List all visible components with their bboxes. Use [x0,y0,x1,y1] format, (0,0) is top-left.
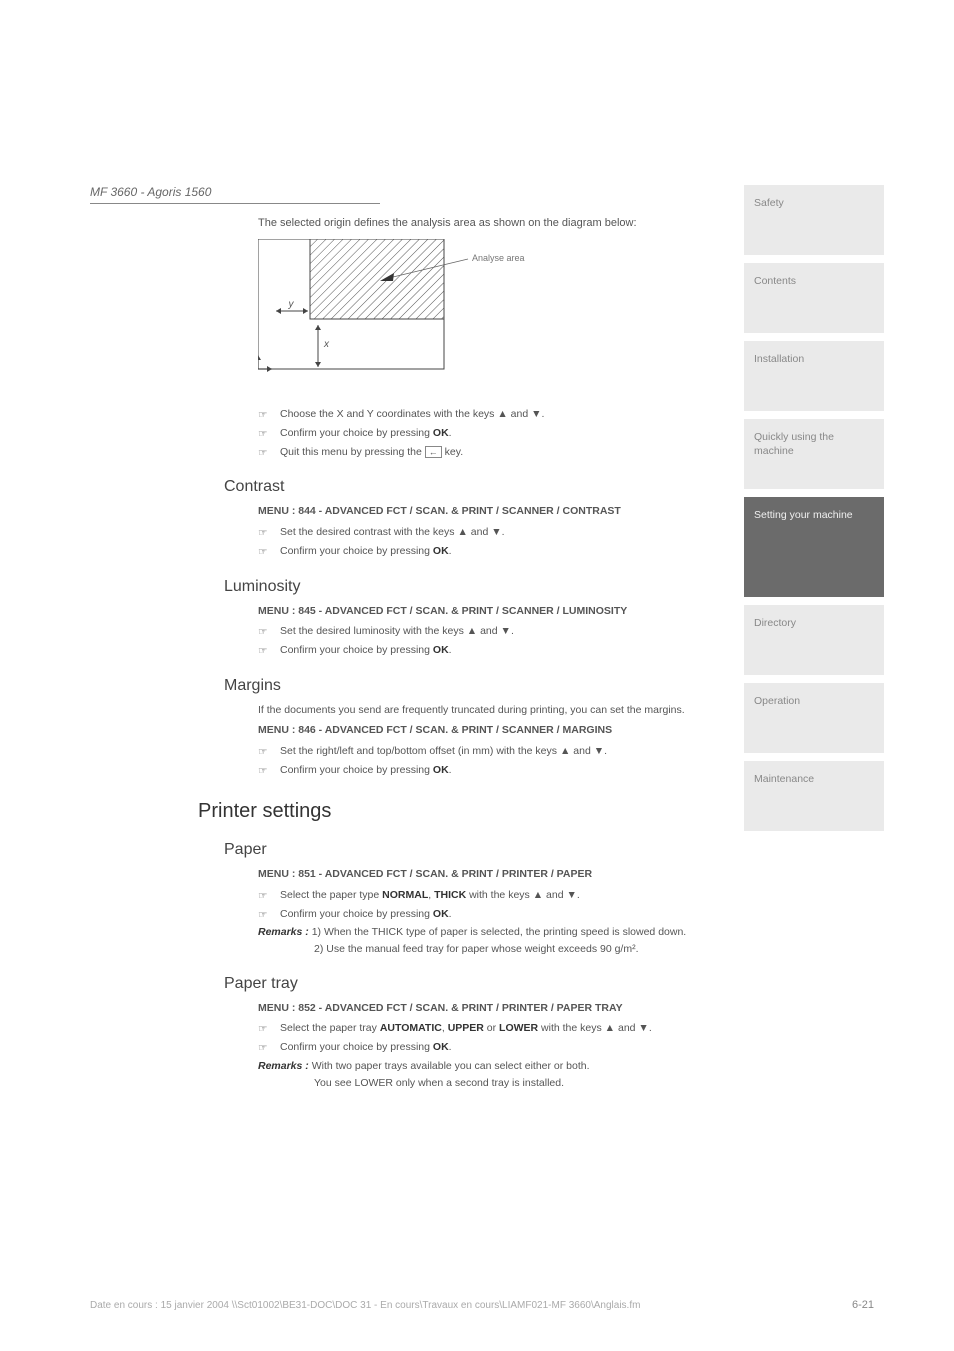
tray-note-2: You see LOWER only when a second tray is… [314,1076,740,1091]
sidebar-item-contents[interactable]: Contents [744,263,884,333]
hand-icon: ☞ [258,644,272,659]
intro-text: The selected origin defines the analysis… [258,216,740,231]
down-arrow-icon: ▼ [566,889,576,901]
step-row: ☞ Choose the X and Y coordinates with th… [258,407,740,423]
up-arrow-icon: ▲ [533,889,543,901]
step-row: ☞ Confirm your choice by pressing OK. [258,426,740,442]
hand-icon: ☞ [258,745,272,760]
up-arrow-icon: ▲ [497,407,507,422]
hand-icon: ☞ [258,1041,272,1056]
hand-icon: ☞ [258,889,272,904]
margins-intro: If the documents you send are frequently… [258,703,740,718]
sidebar-item-installation[interactable]: Installation [744,341,884,411]
paper-menu-code: MENU : 851 - ADVANCED FCT / SCAN. & PRIN… [258,867,740,882]
hand-icon: ☞ [258,408,272,423]
down-arrow-icon: ▼ [594,745,604,757]
page-content: MF 3660 - Agoris 1560 The selected origi… [90,185,740,1090]
paper-note-2: 2) Use the manual feed tray for paper wh… [314,942,740,957]
paper-tray-heading: Paper tray [224,975,740,993]
hand-icon: ☞ [258,1022,272,1037]
svg-text:y: y [288,299,295,310]
up-arrow-icon: ▲ [605,1022,615,1034]
sidebar-item-directory[interactable]: Directory [744,605,884,675]
origin-steps: ☞ Choose the X and Y coordinates with th… [258,407,740,460]
down-arrow-icon: ▼ [491,526,501,538]
footer-path: Date en cours : 15 janvier 2004 \\Sct010… [90,1300,640,1311]
hand-icon: ☞ [258,446,272,461]
up-arrow-icon: ▲ [560,745,570,757]
sidebar-item-maintenance[interactable]: Maintenance [744,761,884,831]
down-arrow-icon: ▼ [531,407,541,422]
remarks-label: Remarks : With two paper trays available… [258,1059,740,1074]
printer-settings-heading: Printer settings [198,800,740,823]
down-arrow-icon: ▼ [638,1022,648,1034]
origin-diagram: y x Analyse area [258,239,740,389]
hand-icon: ☞ [258,427,272,442]
hand-icon: ☞ [258,625,272,640]
page-number: 6-21 [852,1299,874,1311]
step-row: ☞ Quit this menu by pressing the ← key. [258,445,740,461]
svg-text:x: x [323,339,330,350]
chapter-tabs: Safety Contents Installation Quickly usi… [744,185,884,839]
down-arrow-icon: ▼ [501,625,511,637]
contrast-heading: Contrast [224,478,740,496]
remarks-label: Remarks : 1) When the THICK type of pape… [258,925,740,940]
margins-menu-code: MENU : 846 - ADVANCED FCT / SCAN. & PRIN… [258,723,740,738]
header-model: MF 3660 - Agoris 1560 [90,185,380,204]
hand-icon: ☞ [258,545,272,560]
hand-icon: ☞ [258,526,272,541]
paper-heading: Paper [224,841,740,859]
up-arrow-icon: ▲ [457,526,467,538]
tray-menu-code: MENU : 852 - ADVANCED FCT / SCAN. & PRIN… [258,1001,740,1016]
luminosity-heading: Luminosity [224,578,740,596]
diagram-callout: Analyse area [472,253,592,263]
luminosity-menu-code: MENU : 845 - ADVANCED FCT / SCAN. & PRIN… [258,604,740,619]
margins-heading: Margins [224,677,740,695]
sidebar-item-setting-machine[interactable]: Setting your machine [744,497,884,597]
sidebar-item-quickly-using[interactable]: Quickly using the machine [744,419,884,489]
hand-icon: ☞ [258,764,272,779]
contrast-menu-code: MENU : 844 - ADVANCED FCT / SCAN. & PRIN… [258,504,740,519]
hand-icon: ☞ [258,908,272,923]
sidebar-item-operation[interactable]: Operation [744,683,884,753]
sidebar-item-safety[interactable]: Safety [744,185,884,255]
up-arrow-icon: ▲ [467,625,477,637]
